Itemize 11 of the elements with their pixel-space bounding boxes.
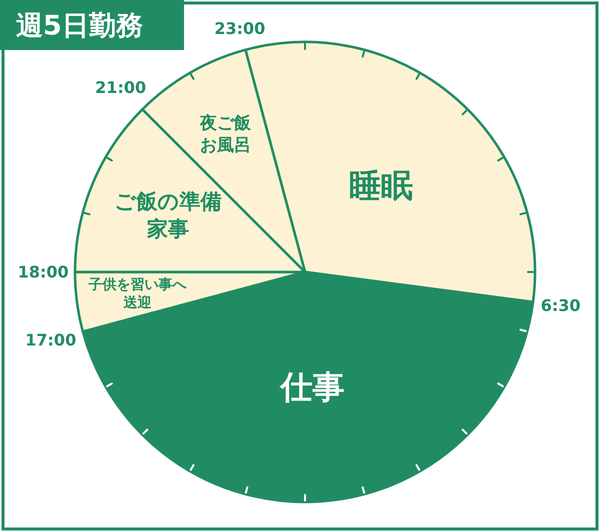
slice-label: 仕事 xyxy=(278,368,345,406)
slice-label: 夜ご飯お風呂 xyxy=(199,113,252,156)
slice-label: 睡眠 xyxy=(348,166,413,205)
text: 18:00 xyxy=(18,262,69,282)
text: 6:30 xyxy=(540,296,581,316)
legend-label: ご飯の準備家事 xyxy=(114,190,222,241)
text: 21:00 xyxy=(95,78,146,98)
slice-label: 子供を習い事へ送迎 xyxy=(87,276,188,312)
text: 23:00 xyxy=(214,19,266,38)
chart-title: 週5日勤務 xyxy=(16,10,143,42)
text: 17:00 xyxy=(25,330,76,350)
